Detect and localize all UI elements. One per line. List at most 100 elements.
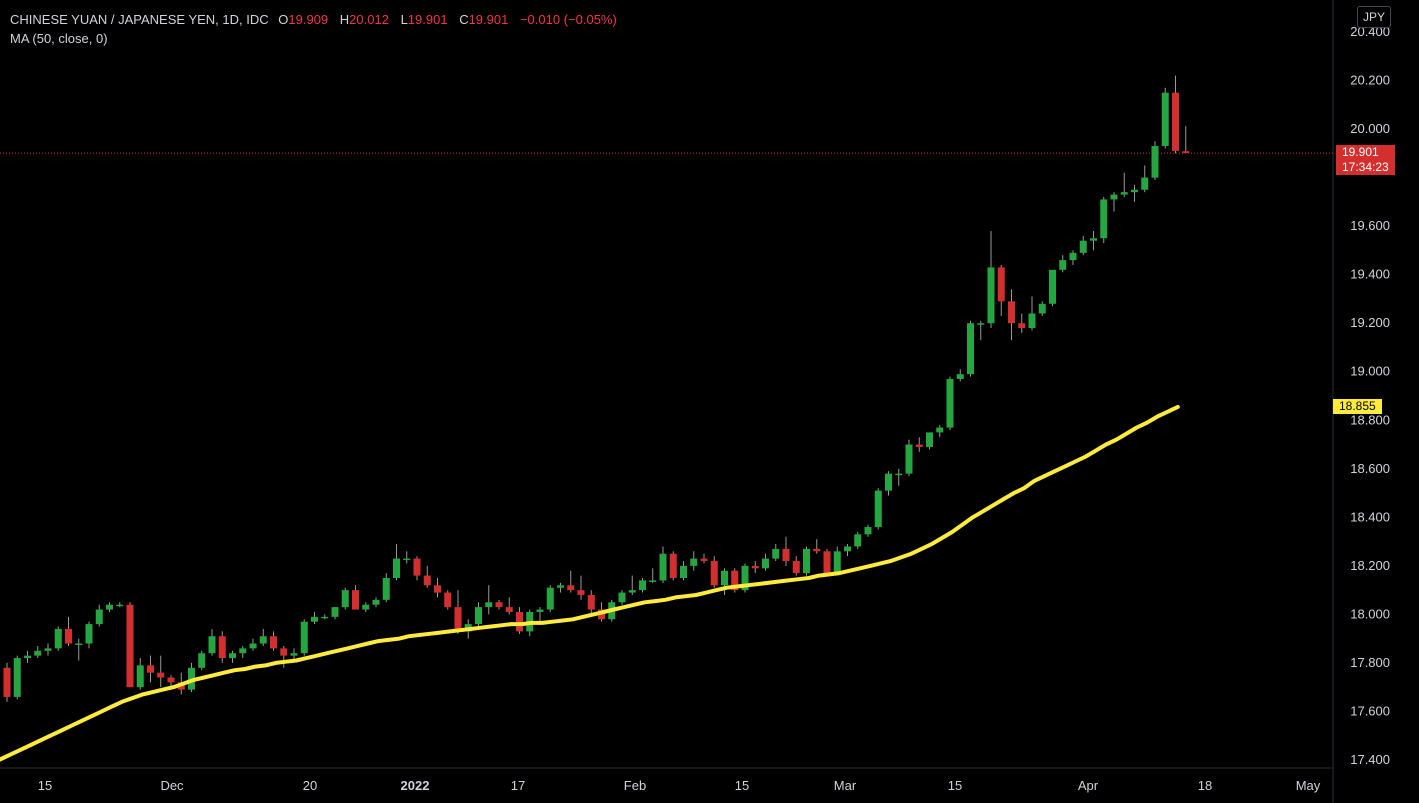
- low-value: 19.901: [407, 12, 448, 27]
- candle-body: [731, 570, 739, 591]
- candle: [13, 655, 21, 700]
- candle: [762, 553, 769, 571]
- candle: [926, 432, 933, 450]
- candle-body: [721, 570, 728, 586]
- candle-body: [229, 653, 236, 659]
- candle-body: [813, 548, 821, 552]
- candle: [844, 544, 851, 557]
- candle: [280, 645, 288, 668]
- candle: [413, 556, 421, 581]
- candle-body: [444, 592, 452, 608]
- candle: [147, 655, 154, 683]
- candle-body: [956, 374, 964, 380]
- candle: [393, 544, 400, 581]
- candle-body: [659, 553, 667, 581]
- candle-body: [1079, 240, 1087, 253]
- price-axis[interactable]: 17.400 17.600 17.800 18.000 18.200 18.400 18.6…: [1350, 24, 1390, 767]
- candle-body: [372, 599, 380, 605]
- candle-body: [290, 653, 298, 656]
- candle-body: [167, 677, 175, 683]
- candle-body: [147, 665, 154, 673]
- candle-body: [895, 473, 903, 476]
- candle: [1161, 87, 1169, 149]
- candle: [208, 628, 216, 656]
- candle-body: [772, 548, 780, 559]
- candle: [772, 544, 780, 562]
- price-tick-label: 17.600: [1350, 703, 1390, 718]
- candle-body: [690, 558, 698, 566]
- bar-countdown: 17:34:23: [1342, 160, 1389, 175]
- indicator-legend[interactable]: MA (50, close, 0): [10, 31, 108, 46]
- change-value: −0.010 (−0.05%): [519, 12, 617, 27]
- candle-body: [1018, 323, 1026, 329]
- candle: [54, 626, 62, 651]
- candle: [1182, 126, 1190, 154]
- candle-body: [85, 624, 93, 644]
- time-tick-label: May: [1296, 778, 1321, 793]
- candle: [915, 437, 923, 452]
- candle-body: [1038, 303, 1046, 314]
- candle-body: [833, 551, 841, 574]
- candle-body: [1151, 146, 1159, 178]
- candle: [239, 645, 247, 659]
- candle: [741, 563, 749, 593]
- candle-body: [987, 267, 995, 324]
- candle: [1069, 250, 1077, 265]
- candle: [516, 607, 523, 634]
- candle-body: [116, 604, 124, 607]
- candle-body: [1172, 92, 1179, 151]
- candle: [987, 230, 995, 329]
- candle-body: [352, 590, 359, 610]
- time-tick-label: Mar: [834, 778, 857, 793]
- candle-body: [331, 607, 339, 617]
- price-tick-label: 17.400: [1350, 752, 1390, 767]
- candle-body: [546, 587, 554, 610]
- time-tick-label: Apr: [1078, 778, 1099, 793]
- candle: [188, 662, 195, 693]
- candle: [1079, 235, 1087, 256]
- candle-body: [997, 267, 1005, 302]
- currency-button[interactable]: JPY: [1357, 6, 1391, 28]
- candle-body: [1110, 194, 1118, 200]
- candle: [1131, 184, 1138, 202]
- candle-body: [946, 379, 954, 428]
- candle-body: [967, 323, 974, 375]
- candle: [444, 590, 452, 610]
- high-label: H: [339, 12, 350, 27]
- candle: [680, 561, 687, 581]
- low-label: L: [400, 12, 408, 27]
- candle-body: [1059, 260, 1067, 270]
- candle-body: [403, 558, 411, 561]
- candle-body: [536, 609, 544, 612]
- candle: [198, 650, 206, 671]
- candle-body: [270, 636, 277, 649]
- candle-body: [587, 594, 595, 610]
- candle: [1028, 296, 1036, 331]
- candle-body: [423, 575, 431, 586]
- candle: [1100, 197, 1108, 244]
- candle-body: [762, 558, 769, 569]
- candle-body: [649, 580, 657, 582]
- candle: [321, 614, 329, 620]
- candle-body: [854, 534, 862, 547]
- candle-body: [710, 561, 718, 586]
- candle-body: [782, 548, 790, 562]
- candle: [710, 556, 718, 588]
- candle-body: [75, 643, 83, 646]
- symbol-title[interactable]: CHINESE YUAN / JAPANESE YEN, 1D, IDC: [10, 12, 269, 27]
- candle-body: [136, 665, 144, 688]
- time-tick-label: Dec: [160, 778, 184, 793]
- candle: [854, 531, 862, 549]
- candle: [1120, 172, 1128, 198]
- candle: [95, 604, 103, 627]
- candle-body: [628, 590, 636, 593]
- candle-body: [239, 648, 247, 654]
- time-axis[interactable]: 15 Dec 20 2022 17 Feb 15 Mar 15 Apr 18 May: [38, 778, 1321, 793]
- ma-line: [0, 404, 1180, 762]
- candle-body: [936, 427, 944, 433]
- candle-body: [1161, 92, 1169, 147]
- candle: [567, 570, 575, 593]
- candle-body: [557, 585, 564, 588]
- candle-body: [1069, 252, 1077, 261]
